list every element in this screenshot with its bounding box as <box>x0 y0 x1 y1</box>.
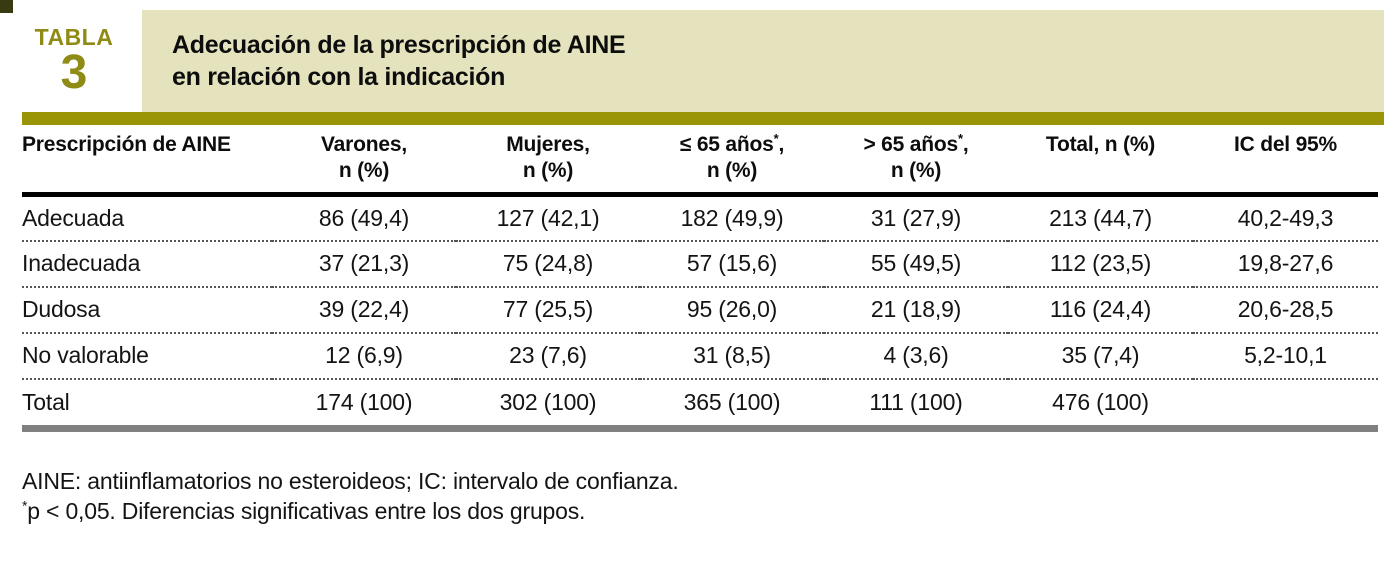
asterisk-superscript: * <box>958 131 963 146</box>
table-cell: 116 (24,4) <box>1049 296 1152 322</box>
table-title-block: Adecuación de la prescripción de AINE en… <box>142 10 1384 112</box>
row-label: No valorable <box>22 342 149 368</box>
table-cell: 182 (49,9) <box>680 204 784 231</box>
table-title-line2: en relación con la indicación <box>172 63 506 91</box>
column-header-gt65: > 65 años*, n (%) <box>824 128 1008 195</box>
footnote-significance: *p < 0,05. Diferencias significativas en… <box>22 496 1362 526</box>
table-cell: 31 (8,5) <box>693 342 771 368</box>
header-text: IC del 95% <box>1233 133 1338 156</box>
table-cell: 213 (44,7) <box>1049 204 1152 231</box>
header-line2: n (%) <box>522 159 574 182</box>
table-cell: 95 (26,0) <box>686 296 778 322</box>
table-bottom-rule <box>22 424 1378 432</box>
column-header-mujeres: Mujeres, n (%) <box>456 128 640 195</box>
table-number-badge: TABLA 3 <box>28 24 120 99</box>
header-line2: n (%) <box>338 159 390 182</box>
header-accent-bar <box>22 112 1384 125</box>
row-label: Inadecuada <box>22 250 141 276</box>
row-label: Adecuada <box>22 204 124 231</box>
row-label: Dudosa <box>22 296 101 322</box>
table-cell: 127 (42,1) <box>496 204 600 231</box>
column-header-total: Total, n (%) <box>1008 128 1193 195</box>
table-cell: 5,2-10,1 <box>1244 342 1327 368</box>
table-cell: 12 (6,9) <box>325 342 403 368</box>
table-cell <box>1193 379 1378 425</box>
table-title-line1: Adecuación de la prescripción de AINE <box>172 31 626 59</box>
table-cell: 111 (100) <box>869 388 963 415</box>
badge-number: 3 <box>60 46 88 99</box>
table-cell: 112 (23,5) <box>1049 250 1152 276</box>
header-text: Total, n (%) <box>1045 133 1156 156</box>
header-line2: n (%) <box>706 159 758 182</box>
badge-label: TABLA <box>34 24 114 50</box>
footnote-text: p < 0,05. Diferencias significativas ent… <box>27 498 586 524</box>
footnote-abbreviations: AINE: antiinflamatorios no esteroideos; … <box>22 468 679 494</box>
table-cell: 365 (100) <box>683 388 781 415</box>
table-cell: 174 (100) <box>315 388 413 415</box>
column-header-le65: ≤ 65 años*, n (%) <box>640 128 824 195</box>
table-cell: 4 (3,6) <box>883 342 949 368</box>
table-cell: 23 (7,6) <box>509 342 587 368</box>
table-cell: 35 (7,4) <box>1061 342 1140 368</box>
row-label: Total <box>22 388 70 415</box>
table-cell: 77 (25,5) <box>502 296 594 322</box>
header-line1: > 65 años*, <box>863 131 969 156</box>
header-text: Prescripción de AINE <box>22 133 231 156</box>
asterisk-superscript: * <box>22 497 28 514</box>
asterisk-superscript: * <box>773 131 779 146</box>
header-row: Prescripción de AINE Varones, n (%) Muje… <box>22 128 1378 195</box>
header-line1: ≤ 65 años*, <box>679 131 785 156</box>
table-header: Prescripción de AINE Varones, n (%) Muje… <box>22 128 1378 195</box>
table-cell: 31 (27,9) <box>870 204 962 231</box>
table-footnotes: AINE: antiinflamatorios no esteroideos; … <box>22 466 1362 526</box>
table-cell: 37 (21,3) <box>318 250 410 276</box>
table-row-no-valorable: No valorable 12 (6,9) 23 (7,6) 31 (8,5) … <box>22 333 1378 379</box>
table-cell: 20,6-28,5 <box>1237 296 1334 322</box>
column-header-varones: Varones, n (%) <box>272 128 456 195</box>
table-cell: 19,8-27,6 <box>1237 250 1334 276</box>
column-header-prescripcion: Prescripción de AINE <box>22 128 272 195</box>
table-cell: 75 (24,8) <box>502 250 594 276</box>
column-header-ic95: IC del 95% <box>1193 128 1378 195</box>
data-table: Prescripción de AINE Varones, n (%) Muje… <box>22 128 1378 425</box>
data-table-wrap: Prescripción de AINE Varones, n (%) Muje… <box>22 128 1378 432</box>
corner-marker-square <box>0 0 13 13</box>
table-cell: 40,2-49,3 <box>1237 204 1334 231</box>
table-body: Adecuada 86 (49,4) 127 (42,1) 182 (49,9)… <box>22 195 1378 425</box>
table-cell: 57 (15,6) <box>686 250 778 276</box>
table-cell: 55 (49,5) <box>870 250 962 276</box>
table-cell: 21 (18,9) <box>870 296 962 322</box>
header-line1: Varones, <box>321 133 407 156</box>
table-row-inadecuada: Inadecuada 37 (21,3) 75 (24,8) 57 (15,6)… <box>22 241 1378 287</box>
table-cell: 39 (22,4) <box>318 296 410 322</box>
table-cell: 476 (100) <box>1052 388 1149 415</box>
table-row-adecuada: Adecuada 86 (49,4) 127 (42,1) 182 (49,9)… <box>22 195 1378 241</box>
table-cell: 86 (49,4) <box>318 204 410 231</box>
table-row-total: Total 174 (100) 302 (100) 365 (100) 111 … <box>22 379 1378 425</box>
header-line2: n (%) <box>890 159 942 182</box>
table-row-dudosa: Dudosa 39 (22,4) 77 (25,5) 95 (26,0) 21 … <box>22 287 1378 333</box>
table-cell: 302 (100) <box>499 388 597 415</box>
header-line1: Mujeres, <box>506 133 590 156</box>
